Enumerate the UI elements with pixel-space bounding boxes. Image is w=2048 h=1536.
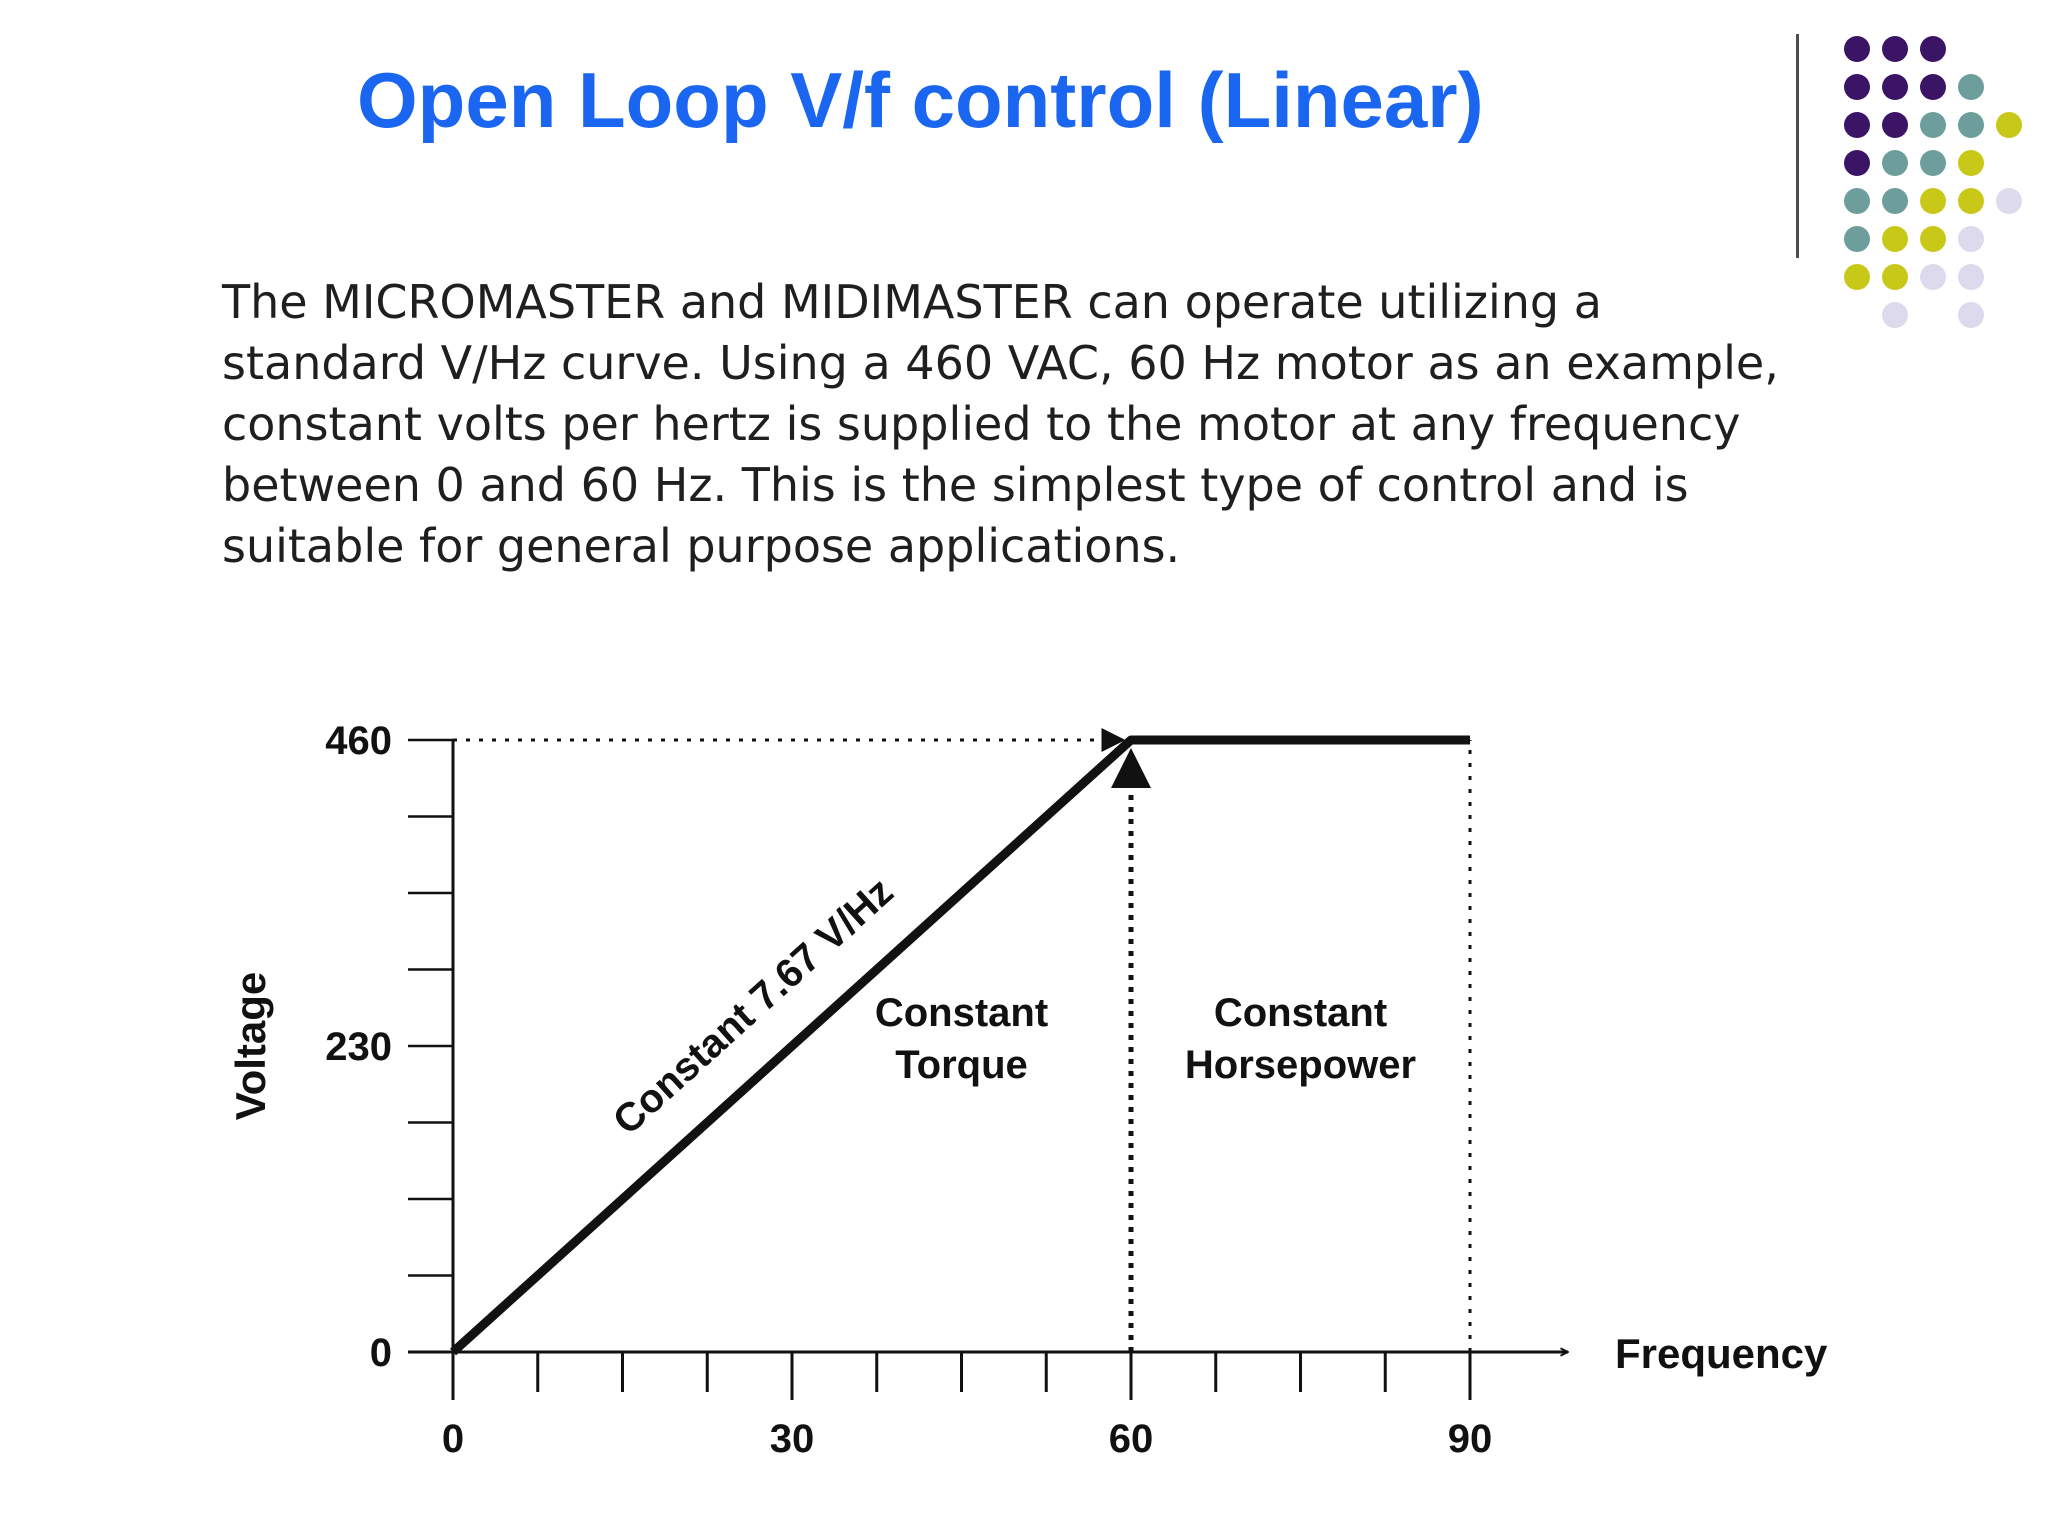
slope-annotation: Constant 7.67 V/Hz bbox=[605, 869, 902, 1143]
x-tick-label: 0 bbox=[442, 1417, 464, 1460]
slide-body-text: The MICROMASTER and MIDIMASTER can opera… bbox=[222, 275, 1779, 573]
decorative-dot bbox=[1958, 302, 1984, 328]
decorative-dot bbox=[1920, 36, 1946, 62]
decorative-dot bbox=[1920, 264, 1946, 290]
decorative-dot bbox=[1844, 112, 1870, 138]
decorative-dot bbox=[1958, 74, 1984, 100]
title-divider bbox=[1796, 34, 1799, 258]
decorative-dot bbox=[1882, 150, 1908, 176]
decorative-dot bbox=[1958, 226, 1984, 252]
decorative-dot bbox=[1996, 112, 2022, 138]
x-axis-label: Frequency bbox=[1615, 1330, 1828, 1377]
chart-plot-area: 0 230 460 0 30 60 90 Frequency Voltage Constant 7… bbox=[227, 719, 1828, 1460]
y-tick-label: 230 bbox=[325, 1025, 392, 1069]
decorative-dot bbox=[1844, 150, 1870, 176]
decorative-dot bbox=[1844, 264, 1870, 290]
decorative-dot bbox=[1882, 74, 1908, 100]
y-tick-label: 0 bbox=[370, 1331, 392, 1375]
decorative-dot bbox=[1958, 264, 1984, 290]
decorative-dot bbox=[1844, 36, 1870, 62]
decorative-dot bbox=[1882, 226, 1908, 252]
decorative-dot bbox=[1882, 36, 1908, 62]
decorative-dot bbox=[1882, 112, 1908, 138]
decorative-dot bbox=[1920, 112, 1946, 138]
x-tick-label: 30 bbox=[770, 1417, 815, 1460]
vf-curve-series bbox=[449, 735, 1470, 1356]
decorative-dot bbox=[1882, 302, 1908, 328]
decorative-dot bbox=[1958, 112, 1984, 138]
decorative-dot bbox=[1844, 226, 1870, 252]
decorative-dot bbox=[1920, 226, 1946, 252]
decorative-dot bbox=[1920, 188, 1946, 214]
decorative-dot bbox=[1920, 150, 1946, 176]
decorative-dot bbox=[1844, 188, 1870, 214]
decorative-dot bbox=[1920, 74, 1946, 100]
x-tick-label: 90 bbox=[1448, 1417, 1493, 1460]
region-annotation-2: Constant Horsepower bbox=[1185, 991, 1416, 1087]
y-axis-label: Voltage bbox=[227, 972, 274, 1121]
x-tick-label: 60 bbox=[1109, 1417, 1154, 1460]
decorative-dot bbox=[1882, 188, 1908, 214]
decorative-dot bbox=[1958, 188, 1984, 214]
y-tick-label: 460 bbox=[325, 719, 392, 763]
slide-title: Open Loop V/f control (Linear) bbox=[357, 56, 1484, 144]
decorative-dot bbox=[1958, 150, 1984, 176]
vf-curve-chart: 0 230 460 0 30 60 90 Frequency Voltage Constant 7… bbox=[227, 719, 1828, 1460]
decorative-dot bbox=[1882, 264, 1908, 290]
decorative-dot bbox=[1844, 74, 1870, 100]
decorative-dot bbox=[1996, 188, 2022, 214]
region-annotation-1: Constant Torque bbox=[875, 991, 1048, 1087]
